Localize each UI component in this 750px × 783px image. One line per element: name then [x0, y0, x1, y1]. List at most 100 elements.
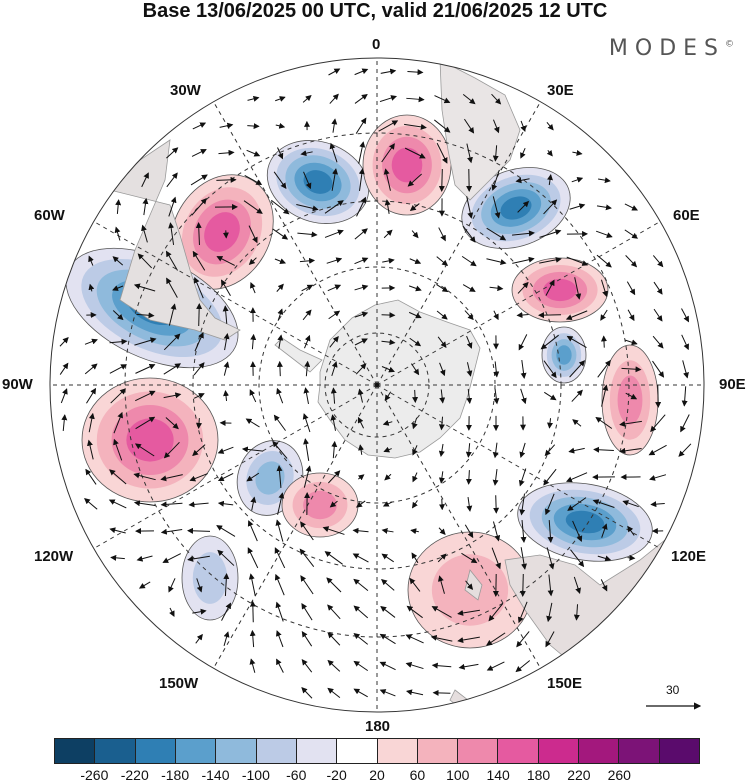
wind-vector: [301, 630, 313, 647]
wind-vector: [275, 601, 284, 622]
wind-vector: [223, 390, 229, 402]
wind-vector: [133, 500, 156, 507]
wind-vector: [650, 414, 666, 433]
wind-vector: [486, 632, 506, 646]
wind-vector: [486, 227, 507, 241]
colorbar-tick-label: 140: [486, 767, 510, 783]
meridian-line: [376, 384, 541, 669]
wind-vector: [353, 605, 369, 619]
wind-vector: [546, 149, 553, 157]
wind-vector: [466, 335, 473, 349]
positive-anomaly-center: [81, 377, 219, 503]
wind-vector: [547, 174, 553, 186]
wind-vector: [112, 256, 124, 266]
wind-vector: [383, 168, 391, 191]
wind-vector: [112, 285, 124, 291]
wind-vector: [327, 687, 341, 698]
wind-vector: [193, 276, 204, 299]
reference-vector-label: 30: [666, 683, 680, 697]
wind-vector: [163, 441, 180, 459]
wind-vector: [163, 363, 182, 375]
wind-vector: [412, 389, 419, 404]
wind-vector: [244, 175, 263, 186]
wind-vector: [465, 443, 472, 458]
wind-vector: [217, 446, 234, 454]
wind-vector: [622, 500, 639, 508]
wind-vector: [137, 253, 153, 269]
wind-vector: [60, 388, 68, 404]
wind-vector: [382, 501, 393, 507]
colorbar-box: [55, 739, 95, 763]
wind-vector: [384, 391, 392, 402]
wind-vector: [356, 196, 367, 217]
wind-vector: [600, 335, 607, 348]
wind-vector: [357, 388, 364, 403]
wind-vector: [162, 553, 181, 563]
wind-vector: [187, 527, 211, 534]
wind-vector: [134, 443, 155, 457]
positive-anomaly-center: [601, 344, 659, 456]
wind-vector: [192, 250, 206, 271]
wind-vector: [196, 578, 203, 593]
wind-vector: [461, 552, 478, 564]
wind-vector: [492, 521, 501, 542]
wind-vector: [430, 634, 453, 642]
wind-vector: [195, 222, 202, 246]
wind-vector: [379, 661, 396, 671]
wind-vector: [330, 387, 337, 404]
wind-vector: [326, 577, 342, 593]
wind-vector: [354, 284, 369, 291]
wind-vector: [519, 573, 526, 597]
wind-vector: [247, 547, 259, 569]
wind-vector: [431, 662, 452, 669]
colorbar-box: [295, 739, 337, 763]
wind-vector: [439, 389, 446, 404]
wind-vector: [274, 258, 287, 264]
wind-vector: [649, 474, 667, 481]
wind-vector: [515, 177, 530, 184]
lon-label-120w: 120W: [34, 548, 74, 565]
wind-vector: [517, 281, 529, 294]
wind-vector: [652, 360, 665, 378]
wind-vector: [384, 473, 392, 481]
wind-vector: [109, 469, 127, 485]
wind-vector: [223, 332, 230, 351]
wind-vector: [302, 413, 311, 433]
wind-vector: [382, 419, 393, 426]
south-america-landmass: [109, 139, 241, 341]
wind-vector: [570, 549, 585, 568]
wind-vector: [512, 256, 535, 264]
wind-vector: [466, 143, 473, 164]
wind-vector: [569, 360, 586, 378]
wind-vector: [381, 527, 394, 534]
wind-vector: [379, 689, 396, 697]
wind-vector: [411, 417, 418, 430]
wind-vector: [544, 391, 557, 401]
wind-vector: [248, 257, 257, 266]
wind-vector: [223, 573, 230, 597]
lon-label-180: 180: [365, 718, 391, 735]
negative-anomaly-center: [541, 326, 587, 384]
wind-vector: [405, 662, 424, 670]
lon-label-90e: 90E: [719, 376, 746, 393]
negative-anomaly-center: [181, 535, 239, 621]
wind-vector: [383, 229, 393, 239]
wind-vector: [358, 168, 365, 191]
wind-vector: [248, 225, 258, 244]
wind-vector: [544, 493, 555, 516]
wind-vector: [517, 200, 530, 213]
wind-vector: [135, 416, 156, 430]
wind-vector: [437, 336, 447, 348]
wind-vector: [223, 361, 230, 376]
wind-vector: [163, 392, 182, 399]
wind-vector: [272, 228, 289, 240]
wind-vector: [300, 575, 314, 595]
colorbar-tick-label: 20: [369, 767, 385, 783]
wind-vector: [465, 470, 472, 485]
negative-anomaly-center: [461, 167, 571, 249]
lon-label-60e: 60E: [673, 207, 700, 224]
wind-vector: [492, 442, 499, 459]
wind-vector: [572, 520, 583, 542]
wind-vector: [573, 576, 581, 595]
colorbar-tick-label: 260: [607, 767, 631, 783]
